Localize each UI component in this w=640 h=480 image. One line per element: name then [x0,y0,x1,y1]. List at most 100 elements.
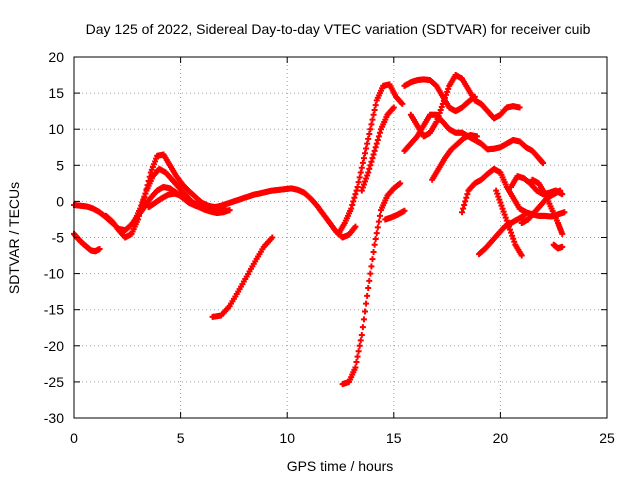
data-point [352,364,359,371]
x-axis-title: GPS time / hours [287,458,394,474]
x-tick-label: 15 [386,430,402,446]
data-point [438,103,445,110]
data-point [473,133,480,140]
data-point [141,193,148,200]
data-point [367,126,374,133]
data-point [371,241,378,248]
data-point [508,229,515,236]
series-sat-l [407,72,523,140]
data-point [373,230,380,237]
data-point [348,205,355,212]
data-point [139,199,146,206]
data-point [506,226,513,233]
data-point [357,337,364,344]
data-point [366,165,373,172]
data-point [354,183,361,190]
data-point [350,198,357,205]
data-point [354,353,361,360]
y-axis-title: SDTVAR / TECUs [6,182,22,294]
data-point [226,207,233,214]
data-point [349,202,356,209]
y-tick-label: 10 [48,121,64,137]
data-point [440,97,447,104]
data-point [516,104,523,111]
data-point [368,263,375,270]
data-point [505,223,512,230]
data-point [369,116,376,123]
data-point [503,217,510,224]
data-point [359,324,366,331]
data-point [561,209,568,216]
y-tick-label: 0 [56,193,64,209]
data-point [362,178,369,185]
series-sat-i [358,104,397,194]
series-sat-q [493,187,525,259]
data-point [370,111,377,118]
data-point [353,187,360,194]
data-point [362,150,369,157]
data-point [138,202,145,209]
data-point [372,102,379,109]
x-tick-label: 25 [599,430,615,446]
data-point [504,220,511,227]
y-tick-label: 5 [56,157,64,173]
y-tick-label: -10 [44,266,64,282]
data-point [140,196,147,203]
y-tick-label: -30 [44,410,64,426]
data-point [356,342,363,349]
data-point [269,234,276,241]
data-point [362,308,369,315]
data-point [369,155,376,162]
data-point [559,191,566,198]
y-tick-label: -20 [44,338,64,354]
data-point [376,212,383,219]
data-point [436,109,443,116]
data-point [496,196,503,203]
data-point [444,88,451,95]
series-sat-g [339,180,404,388]
data-point [461,202,468,209]
x-tick-label: 20 [493,430,509,446]
data-point [356,174,363,181]
series-sat-n [429,131,480,183]
series-sat-p [476,212,527,258]
series-sat-h [335,81,406,237]
data-point [494,190,501,197]
data-point [360,316,367,323]
data-point [497,199,504,206]
x-axis: 0 5 10 15 20 25 [70,57,615,446]
x-tick-label: 10 [279,430,295,446]
data-point [367,162,374,169]
x-tick-label: 0 [70,430,78,446]
data-point [557,187,564,194]
data-point [374,224,381,231]
data-point [520,212,527,219]
series-sat-t [529,176,566,237]
data-point [518,252,525,259]
data-point [375,133,382,140]
data-point [364,140,371,147]
data-point [433,118,440,125]
data-point [445,85,452,92]
data-point [365,169,372,176]
data-point [360,155,367,162]
data-point [437,106,444,113]
data-point [374,137,381,144]
data-point [366,131,373,138]
data-point [463,194,470,201]
series-sat-e [145,190,229,214]
data-point [353,359,360,366]
data-point [370,151,377,158]
data-point [365,135,372,142]
data-point [443,91,450,98]
data-point [368,158,375,165]
data-point [439,100,446,107]
data-point [371,147,378,154]
data-point [357,169,364,176]
series-sat-j [382,207,408,223]
data-point [460,205,467,212]
data-point [372,235,379,242]
y-tick-label: 20 [48,49,64,65]
